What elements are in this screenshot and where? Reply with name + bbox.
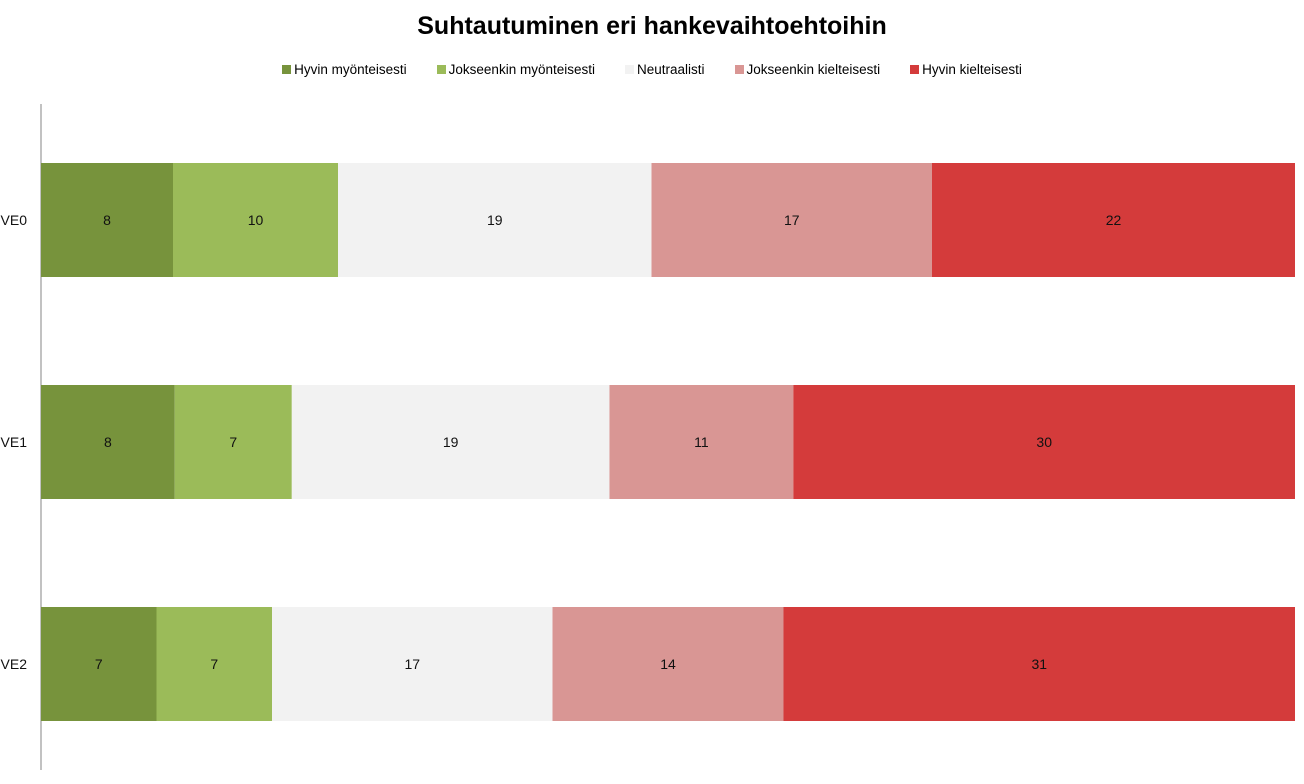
- bar-segment-ve1-hyvin-kielteisesti: [793, 385, 1295, 499]
- data-label: 14: [660, 656, 676, 672]
- data-label: 22: [1106, 212, 1122, 228]
- data-label: 17: [404, 656, 420, 672]
- legend: Hyvin myönteisesti Jokseenkin myönteisest…: [0, 62, 1304, 77]
- bar-segment-ve1-hyvin-myonteisesti: [41, 385, 175, 499]
- legend-item-neutraalisti: Neutraalisti: [624, 62, 705, 77]
- data-label: 19: [443, 434, 459, 450]
- data-label: 17: [784, 212, 800, 228]
- bar-segment-ve2-hyvin-myonteisesti: [41, 607, 157, 721]
- legend-label: Hyvin kielteisesti: [922, 62, 1022, 77]
- data-label: 7: [229, 434, 237, 450]
- legend-item-jokseenkin-kielteisesti: Jokseenkin kielteisesti: [734, 62, 881, 77]
- legend-item-hyvin-kielteisesti: Hyvin kielteisesti: [910, 62, 1022, 77]
- legend-swatch: [734, 65, 744, 74]
- legend-swatch: [436, 65, 446, 74]
- category-label-ve1: VE1: [1, 434, 28, 450]
- legend-swatch: [910, 65, 920, 74]
- legend-swatch: [624, 65, 634, 74]
- legend-label: Jokseenkin kielteisesti: [746, 62, 881, 77]
- bar-segment-ve2-jokseenkin-kielteisesti: [552, 607, 784, 721]
- chart-title: Suhtautuminen eri hankevaihtoehtoihin: [417, 12, 887, 40]
- data-label: 31: [1031, 656, 1047, 672]
- bar-segment-ve1-neutraalisti: [291, 385, 610, 499]
- legend-item-hyvin-myonteisesti: Hyvin myönteisesti: [282, 62, 407, 77]
- legend-label: Neutraalisti: [636, 62, 705, 77]
- data-label: 8: [103, 212, 111, 228]
- bar-segment-ve0-hyvin-myonteisesti: [41, 163, 173, 277]
- legend-label: Jokseenkin myönteisesti: [448, 62, 595, 77]
- bar-segment-ve0-neutraalisti: [338, 163, 652, 277]
- bar-segment-ve2-neutraalisti: [272, 607, 553, 721]
- bar-segment-ve2-hyvin-kielteisesti: [783, 607, 1295, 721]
- data-label: 30: [1036, 434, 1052, 450]
- data-label: 19: [487, 212, 503, 228]
- bar-segment-ve1-jokseenkin-kielteisesti: [609, 385, 794, 499]
- bar-segment-ve0-jokseenkin-kielteisesti: [651, 163, 932, 277]
- data-label: 10: [248, 212, 264, 228]
- legend-item-jokseenkin-myonteisesti: Jokseenkin myönteisesti: [436, 62, 595, 77]
- data-label: 7: [95, 656, 103, 672]
- legend-swatch: [282, 65, 292, 74]
- category-label-ve2: VE2: [1, 656, 28, 672]
- legend-label: Hyvin myönteisesti: [294, 62, 407, 77]
- data-label: 11: [694, 434, 709, 450]
- bar-segment-ve1-jokseenkin-myonteisesti: [174, 385, 292, 499]
- category-label-ve0: VE0: [1, 212, 28, 228]
- bar-segment-ve0-jokseenkin-myonteisesti: [173, 163, 338, 277]
- data-label: 8: [104, 434, 112, 450]
- bar-segment-ve2-jokseenkin-myonteisesti: [156, 607, 272, 721]
- data-label: 7: [210, 656, 218, 672]
- bar-segment-ve0-hyvin-kielteisesti: [932, 163, 1295, 277]
